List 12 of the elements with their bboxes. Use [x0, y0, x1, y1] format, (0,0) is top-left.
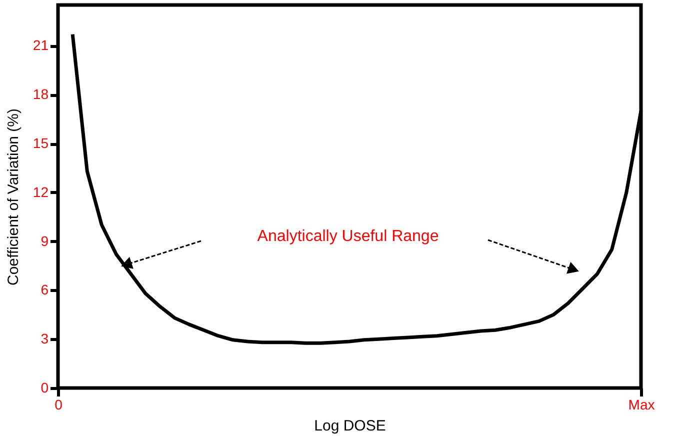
- y-tick-label: 3: [40, 330, 49, 347]
- y-tick-label: 9: [40, 232, 49, 249]
- y-tick-label: 21: [32, 37, 49, 54]
- y-tick-label: 12: [32, 184, 49, 200]
- x-axis-title: Log DOSE: [314, 418, 386, 434]
- y-tick-label: 18: [32, 86, 49, 102]
- y-tick-label: 15: [32, 135, 49, 152]
- y-axis-title: Coefficient of Variation (%): [4, 108, 22, 286]
- y-tick-label: 6: [40, 282, 49, 298]
- y-tick-label: 0: [40, 380, 49, 396]
- x-tick-label: Max: [628, 396, 655, 412]
- annotation: Analytically Useful Range: [257, 228, 439, 245]
